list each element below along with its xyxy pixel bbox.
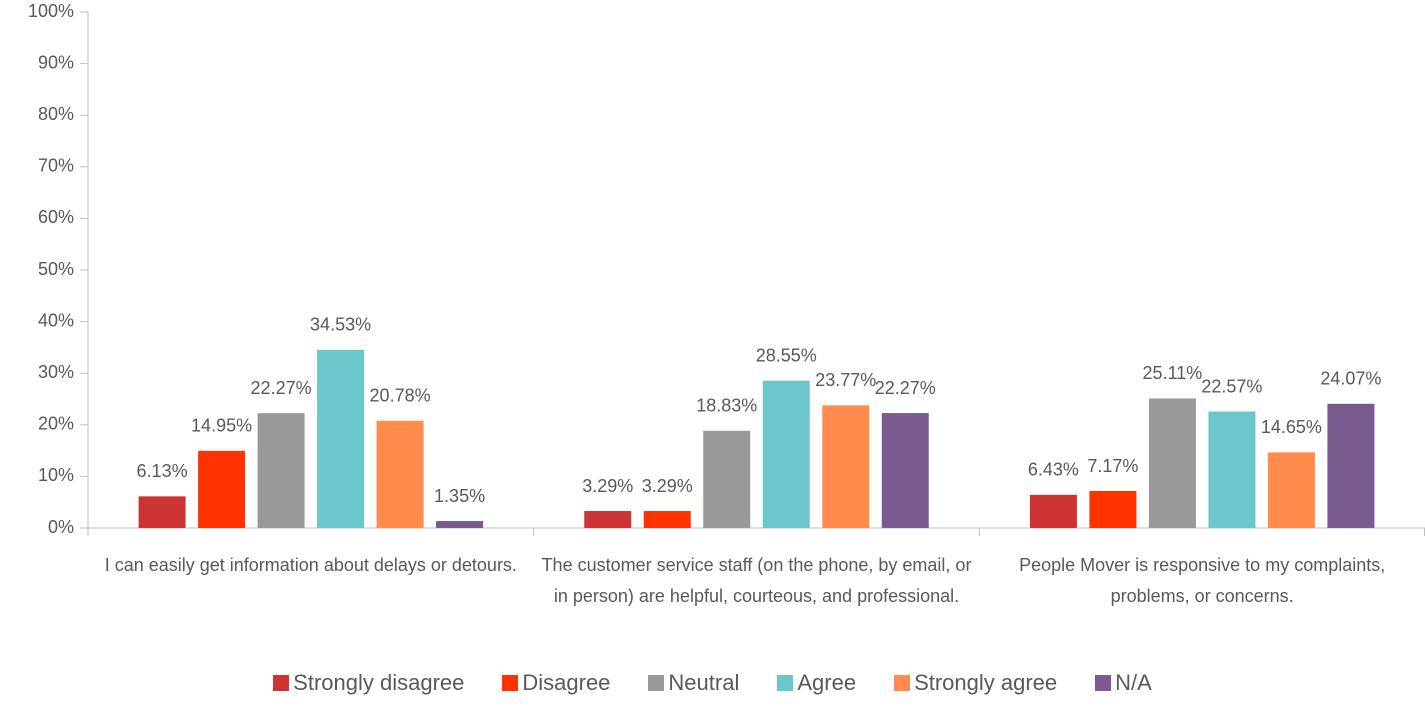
value-label: 22.27%: [875, 378, 936, 398]
value-label: 3.29%: [642, 476, 693, 496]
value-label: 6.13%: [137, 461, 188, 481]
bar: [703, 430, 751, 528]
bar: [1089, 491, 1137, 528]
bar: [1029, 494, 1077, 528]
legend-label: Disagree: [522, 670, 611, 695]
legend-item: Strongly disagree: [273, 670, 464, 696]
legend-swatch: [894, 675, 911, 691]
y-tick-label: 0%: [48, 517, 74, 537]
legend-swatch: [1095, 675, 1112, 691]
bar: [317, 349, 365, 528]
legend-item: Disagree: [502, 670, 610, 696]
value-label: 28.55%: [756, 345, 817, 365]
y-tick-label: 40%: [38, 310, 74, 330]
y-tick-label: 90%: [38, 52, 74, 72]
bar: [436, 521, 484, 528]
bar: [198, 450, 246, 528]
legend-label: Strongly agree: [914, 670, 1058, 695]
legend-swatch: [777, 675, 794, 691]
x-tick-label: I can easily get information about delay…: [104, 555, 517, 575]
y-tick-label: 100%: [28, 1, 74, 21]
legend: Strongly disagree Disagree Neutral Agree Str…: [0, 670, 1425, 696]
bar: [1148, 398, 1196, 528]
bar: [138, 496, 186, 528]
bar: [376, 420, 424, 528]
value-label: 23.77%: [815, 370, 876, 390]
x-tick-label: The customer service staff (on the phone…: [541, 555, 972, 606]
bar: [643, 511, 691, 528]
legend-label: N/A: [1115, 670, 1152, 695]
legend-swatch: [502, 675, 519, 691]
y-tick-label: 50%: [38, 259, 74, 279]
bar: [584, 511, 632, 528]
value-label: 20.78%: [370, 386, 431, 406]
y-tick-label: 60%: [38, 207, 74, 227]
value-label: 18.83%: [696, 396, 757, 416]
value-label: 22.57%: [1201, 376, 1262, 396]
bar: [1208, 411, 1256, 528]
y-tick-label: 20%: [38, 414, 74, 434]
value-label: 24.07%: [1320, 369, 1381, 389]
legend-swatch: [273, 675, 290, 691]
value-label: 6.43%: [1028, 460, 1079, 480]
value-label: 1.35%: [434, 486, 485, 506]
x-tick-label: People Mover is responsive to my complai…: [1019, 555, 1386, 606]
bar: [822, 405, 870, 528]
legend-label: Strongly disagree: [293, 670, 465, 695]
legend-item: N/A: [1095, 670, 1152, 696]
value-label: 7.17%: [1087, 456, 1138, 476]
legend-label: Agree: [797, 670, 857, 695]
legend-item: Strongly agree: [894, 670, 1057, 696]
bar: [881, 413, 929, 528]
bar: [1267, 452, 1315, 528]
legend-label: Neutral: [668, 670, 740, 695]
value-label: 14.95%: [191, 416, 252, 436]
value-label: 3.29%: [582, 476, 633, 496]
legend-item: Neutral: [648, 670, 739, 696]
value-label: 22.27%: [251, 378, 312, 398]
y-tick-label: 10%: [38, 465, 74, 485]
y-tick-label: 30%: [38, 362, 74, 382]
bar: [762, 380, 810, 528]
y-tick-label: 70%: [38, 156, 74, 176]
y-tick-label: 80%: [38, 104, 74, 124]
bar: [1327, 403, 1375, 528]
legend-swatch: [648, 675, 665, 691]
bar: [257, 413, 305, 528]
value-label: 25.11%: [1143, 363, 1203, 383]
legend-item: Agree: [777, 670, 856, 696]
value-label: 34.53%: [310, 315, 371, 335]
value-label: 14.65%: [1261, 417, 1322, 437]
